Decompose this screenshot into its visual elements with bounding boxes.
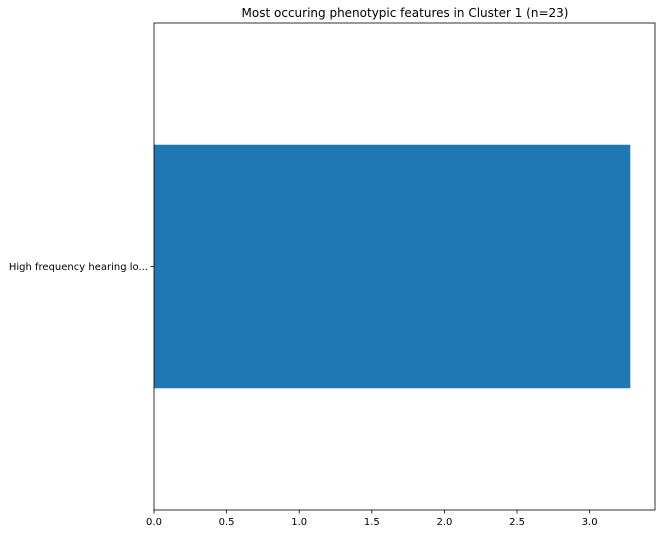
chart-title: Most occuring phenotypic features in Clu… bbox=[242, 6, 569, 20]
x-tick-label: 1.0 bbox=[291, 517, 307, 528]
x-tick-label: 3.0 bbox=[582, 517, 598, 528]
bars-layer bbox=[154, 144, 631, 389]
x-tick-label: 2.5 bbox=[509, 517, 525, 528]
x-tick-label: 0.0 bbox=[146, 517, 162, 528]
x-tick-label: 2.0 bbox=[436, 517, 452, 528]
x-axis-ticks: 0.0 0.5 1.0 1.5 2.0 2.5 3.0 bbox=[146, 510, 598, 528]
bar bbox=[154, 144, 631, 389]
y-axis-ticks: High frequency hearing lo... bbox=[9, 262, 154, 273]
y-tick-label: High frequency hearing lo... bbox=[9, 262, 148, 273]
x-tick-label: 0.5 bbox=[219, 517, 235, 528]
x-tick-label: 1.5 bbox=[364, 517, 380, 528]
